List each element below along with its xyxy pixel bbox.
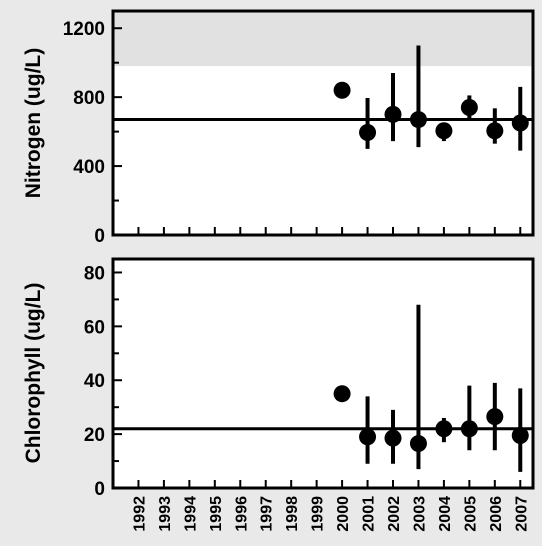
x-tick-label: 1996	[233, 496, 250, 532]
data-point	[359, 123, 377, 141]
plot-area-1	[113, 259, 533, 488]
y-tick-label: 400	[73, 157, 105, 178]
plot-frame-0	[111, 9, 535, 237]
plot-frame-1	[111, 257, 535, 490]
x-tick-label: 1997	[259, 496, 276, 532]
data-point	[511, 114, 529, 132]
x-tick-label: 2002	[386, 496, 403, 532]
x-tick-label: 2004	[437, 496, 454, 532]
y-tick-label: 20	[84, 425, 105, 446]
x-tick-label: 2000	[335, 496, 352, 532]
x-tick-label: 2003	[411, 496, 428, 532]
y-tick-label: 80	[84, 263, 105, 284]
data-point	[486, 122, 504, 140]
y-axis-title: Chlorophyll (ug/L)	[22, 283, 45, 464]
x-tick-label: 1995	[208, 496, 225, 532]
y-tick-label: 0	[94, 479, 105, 500]
x-tick-label: 1992	[131, 496, 148, 532]
x-tick-label: 2007	[513, 496, 530, 532]
x-tick-label: 2005	[462, 496, 479, 532]
data-point	[359, 428, 377, 446]
x-tick-label: 1993	[157, 496, 174, 532]
y-tick-label: 0	[94, 226, 105, 247]
y-axis-title: Nitrogen (ug/L)	[22, 48, 45, 198]
data-point	[409, 435, 427, 453]
x-tick-label: 2001	[361, 496, 378, 532]
data-point	[460, 420, 478, 438]
y-tick-label: 40	[84, 371, 105, 392]
y-tick-label: 60	[84, 317, 105, 338]
data-point	[435, 122, 453, 140]
shaded-band-0	[113, 11, 533, 67]
data-point	[460, 98, 478, 116]
x-tick-label: 2006	[488, 496, 505, 532]
data-point	[333, 385, 351, 403]
data-point	[384, 105, 402, 123]
data-point	[333, 81, 351, 99]
data-point	[384, 429, 402, 447]
data-point	[511, 426, 529, 444]
y-tick-label: 1200	[63, 19, 105, 40]
data-point	[435, 420, 453, 438]
x-tick-label: 1999	[310, 496, 327, 532]
data-point	[409, 111, 427, 129]
data-point	[486, 408, 504, 426]
x-tick-label: 1998	[284, 496, 301, 532]
x-tick-label: 1994	[182, 496, 199, 532]
y-tick-label: 800	[73, 88, 105, 109]
